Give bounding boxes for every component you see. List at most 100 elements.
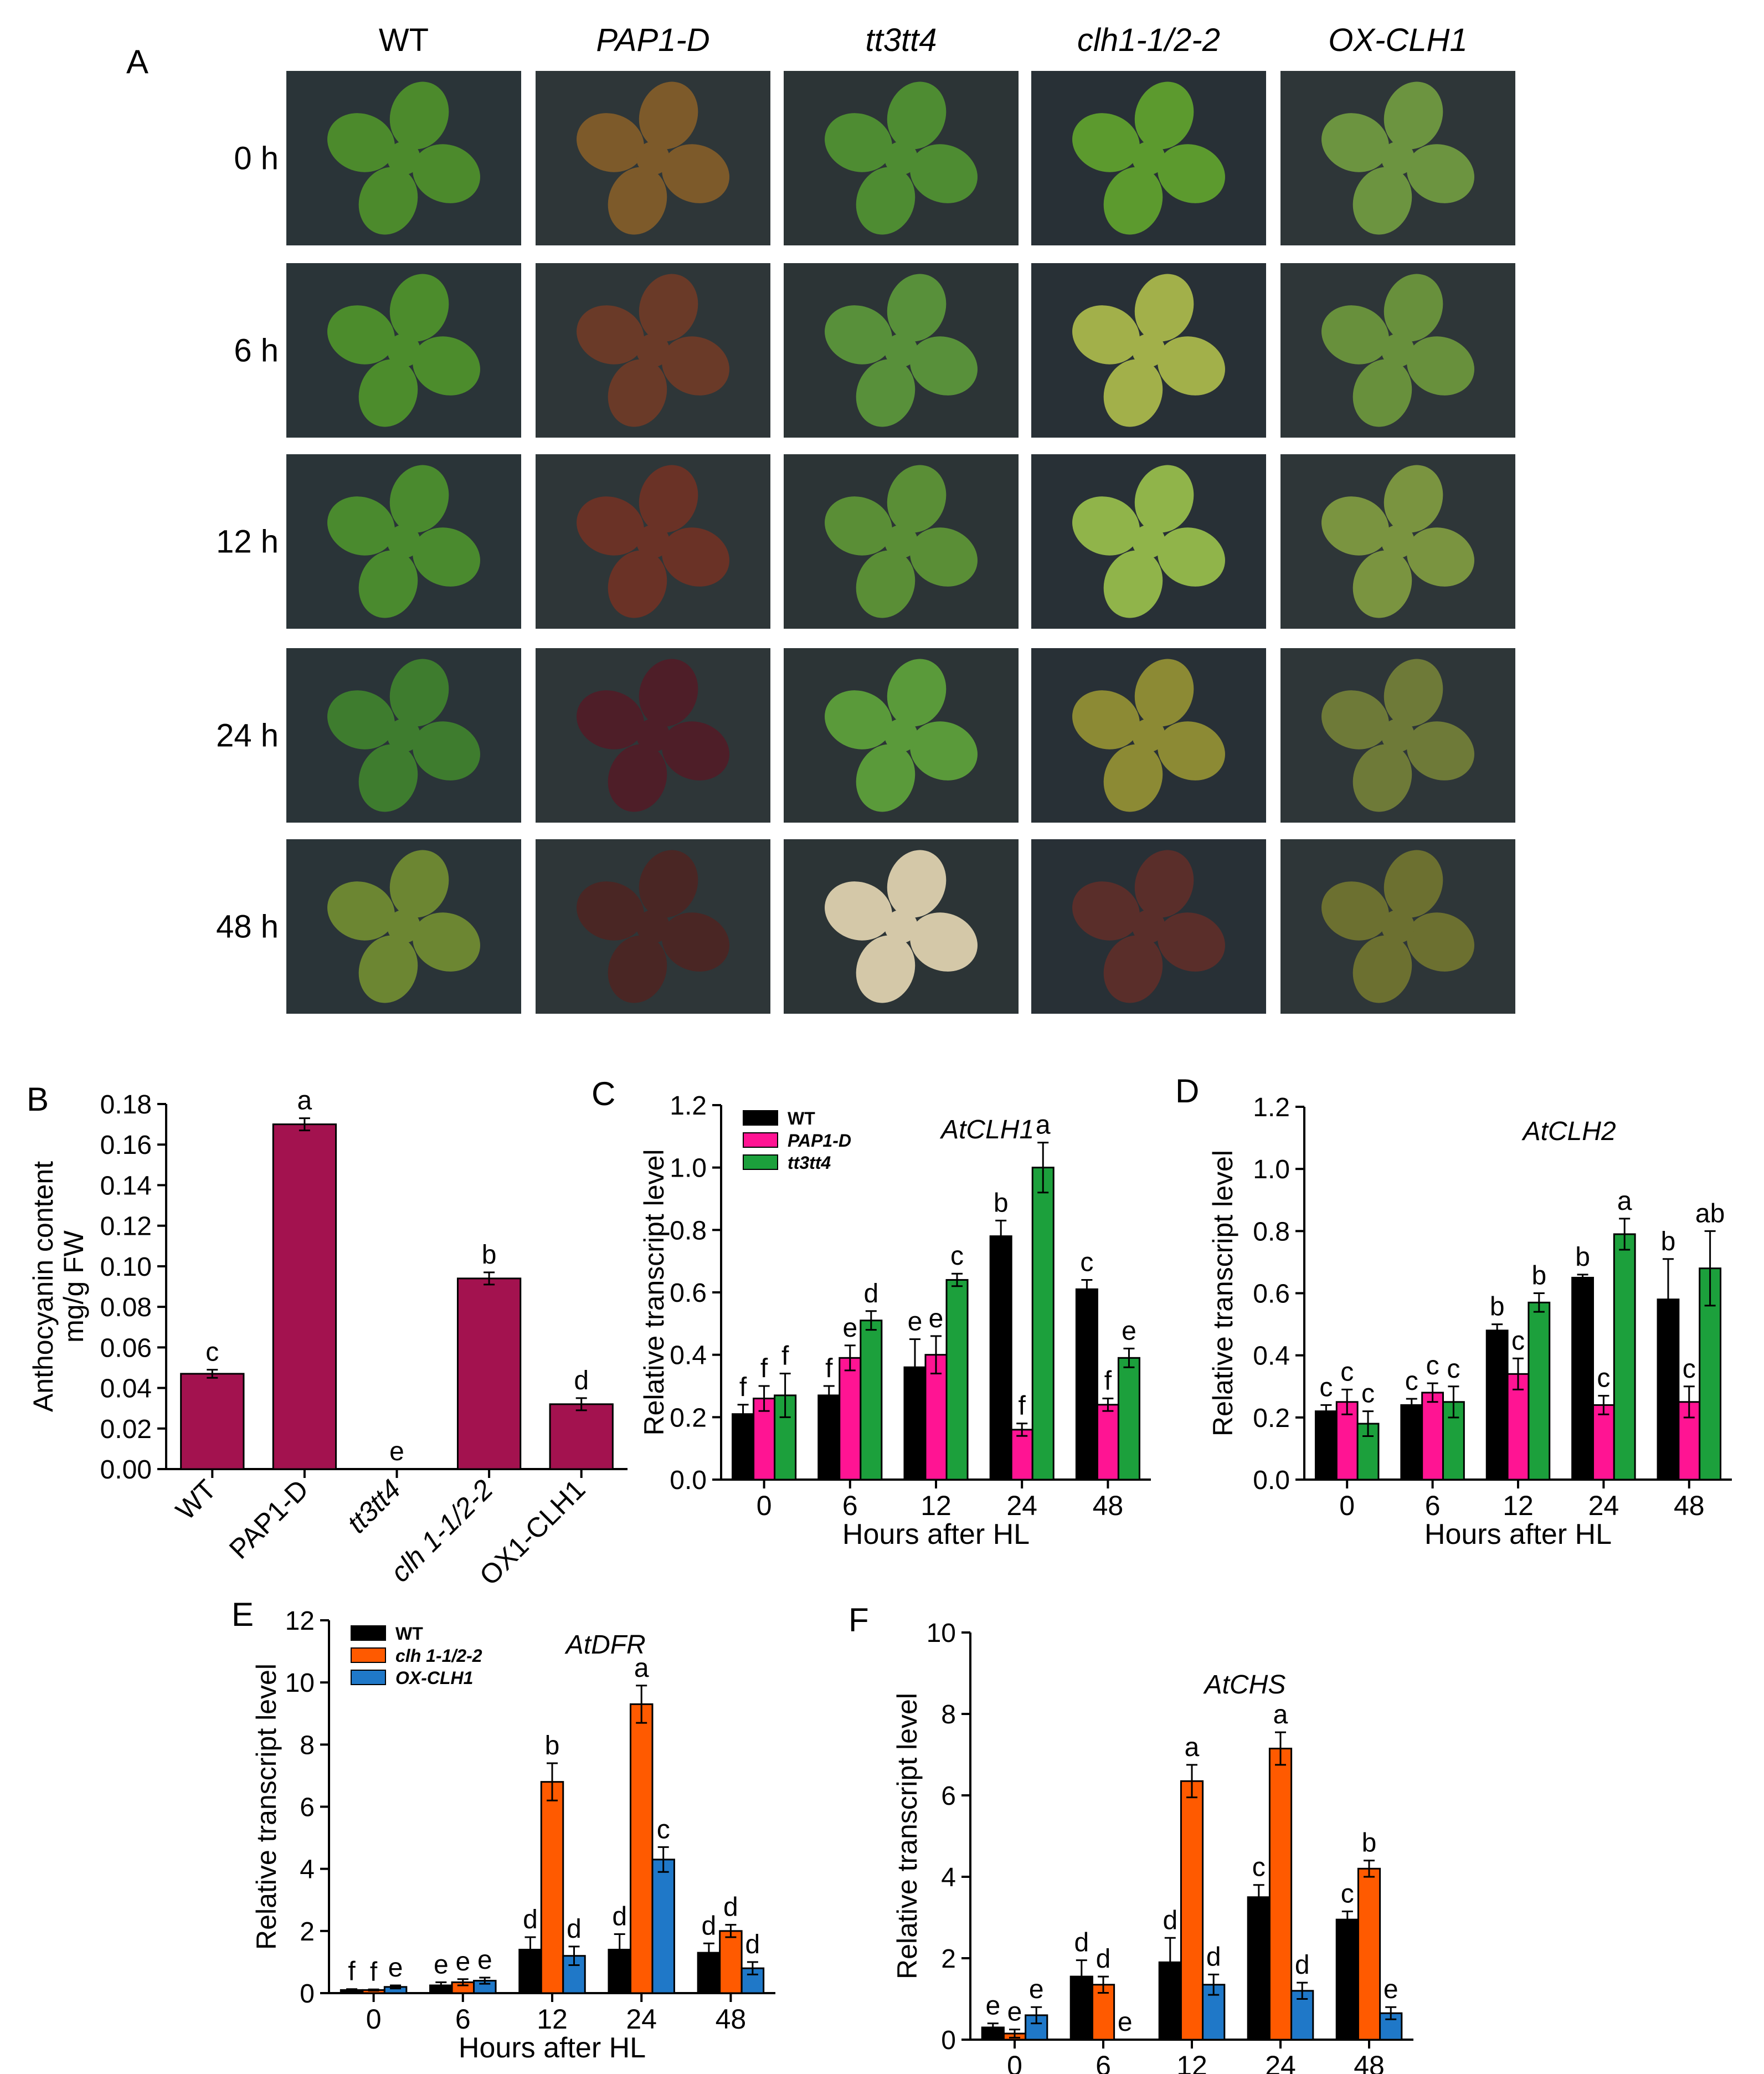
- significance-letter: f: [739, 1373, 747, 1402]
- rosette-center: [884, 718, 918, 752]
- significance-letter: d: [1163, 1906, 1177, 1935]
- legend-swatch: [351, 1625, 386, 1641]
- bar: [1117, 1357, 1140, 1481]
- leaf-shape: [825, 881, 892, 941]
- rosette-center: [387, 910, 420, 943]
- leaf-shape: [608, 359, 667, 427]
- leaf-shape: [1134, 850, 1194, 918]
- significance-letter: c: [1597, 1364, 1610, 1393]
- seedling-photo: [536, 71, 770, 245]
- x-tick-label: 24: [1588, 1490, 1619, 1521]
- y-tick-label: 0.06: [100, 1333, 152, 1363]
- bar: [1485, 1329, 1509, 1481]
- leaf-shape: [662, 721, 729, 781]
- significance-letter: d: [1206, 1942, 1221, 1972]
- leaf-shape: [1407, 527, 1474, 587]
- seedling-photo: [286, 839, 521, 1014]
- significance-letter: a: [1185, 1733, 1200, 1762]
- significance-letter: d: [745, 1930, 760, 1959]
- x-tick-label: 0: [1339, 1490, 1355, 1521]
- leaf-shape: [662, 912, 729, 972]
- leaf-shape: [577, 496, 644, 556]
- significance-letter: b: [1362, 1829, 1377, 1858]
- significance-letter: a: [634, 1654, 649, 1683]
- legend-label: clh 1-1/2-2: [395, 1646, 482, 1666]
- significance-letter: e: [1118, 2008, 1133, 2037]
- rosette-center: [387, 718, 420, 752]
- rosette-center: [1381, 910, 1415, 943]
- x-tick-label: WT: [170, 1474, 223, 1526]
- leaf-shape: [910, 144, 978, 203]
- leaf-shape: [639, 465, 698, 533]
- rosette-center: [1381, 333, 1415, 367]
- x-tick-label: 0: [1007, 2050, 1022, 2074]
- bar: [839, 1357, 862, 1481]
- bar: [1075, 1288, 1098, 1481]
- leaf-shape: [1384, 465, 1443, 533]
- y-tick-label: 0.08: [100, 1293, 152, 1322]
- significance-letter: b: [1575, 1243, 1590, 1272]
- leaf-shape: [358, 359, 418, 427]
- leaf-shape: [608, 167, 667, 235]
- panel-label-c: C: [592, 1075, 615, 1112]
- leaf-shape: [413, 144, 480, 203]
- leaf-shape: [577, 113, 644, 172]
- leaf-shape: [1321, 496, 1389, 556]
- y-tick-label: 1.2: [670, 1091, 707, 1121]
- rosette-center: [884, 333, 918, 367]
- significance-letter: b: [1490, 1292, 1505, 1322]
- panel-d: D 0.0 0.2 0.4 0.6 0.8 1.0 1.2 Relative transcrip…: [1175, 1072, 1732, 1551]
- leaf-shape: [825, 690, 892, 749]
- leaf-shape: [1352, 550, 1412, 618]
- legend-swatch: [743, 1154, 778, 1170]
- leaf-shape: [1407, 144, 1474, 203]
- bar: [1010, 1429, 1033, 1481]
- y-axis-title: Relative transcript level: [892, 1693, 923, 1979]
- rosette-center: [884, 141, 918, 175]
- genotype-header: OX-CLH1: [1328, 22, 1467, 58]
- charts: B0.000.020.040.060.080.100.120.140.160.1…: [27, 1072, 1732, 2074]
- leaf-shape: [1103, 935, 1163, 1003]
- y-tick-label: 0.02: [100, 1415, 152, 1444]
- bar: [945, 1279, 969, 1481]
- significance-letter: b: [1531, 1261, 1546, 1291]
- y-tick-label: 0.4: [670, 1341, 707, 1370]
- x-tick-label: tt3tt4: [341, 1474, 407, 1539]
- y-tick-label: 0.16: [100, 1131, 152, 1160]
- y-tick-label: 0: [300, 1979, 315, 2009]
- leaf-shape: [577, 690, 644, 749]
- panel-label-a: A: [126, 43, 148, 80]
- legend-label: WT: [788, 1108, 815, 1128]
- time-label: 48 h: [216, 909, 279, 945]
- significance-letter: d: [1074, 1928, 1089, 1958]
- leaf-shape: [662, 144, 729, 203]
- leaf-shape: [1352, 935, 1412, 1003]
- leaf-shape: [389, 850, 449, 918]
- leaf-shape: [1158, 144, 1225, 203]
- x-tick-label: 6: [455, 2004, 471, 2035]
- bar: [1592, 1404, 1615, 1481]
- y-tick-label: 6: [941, 1782, 956, 1811]
- significance-letter: e: [908, 1307, 923, 1337]
- y-axis-title: Relative transcript level: [639, 1149, 670, 1436]
- y-tick-label: 4: [300, 1855, 315, 1885]
- legend-swatch: [743, 1132, 778, 1148]
- leaf-shape: [1072, 690, 1140, 749]
- significance-letter: f: [348, 1957, 356, 1986]
- significance-letter: c: [205, 1338, 219, 1367]
- genotype-header: clh1-1/2-2: [1077, 22, 1220, 58]
- seedling-photo: [784, 454, 1019, 629]
- bar: [732, 1413, 755, 1481]
- bar: [860, 1320, 883, 1481]
- leaf-shape: [327, 496, 395, 556]
- x-tick-label: 24: [1006, 1490, 1037, 1521]
- x-axis-title: Hours after HL: [842, 1518, 1030, 1551]
- seedling-photo: [1280, 263, 1515, 438]
- significance-letter: b: [994, 1188, 1009, 1218]
- rosette-center: [1132, 910, 1165, 943]
- leaf-shape: [608, 935, 667, 1003]
- leaf-shape: [1384, 850, 1443, 918]
- leaf-shape: [327, 305, 395, 365]
- y-tick-label: 10: [927, 1619, 956, 1648]
